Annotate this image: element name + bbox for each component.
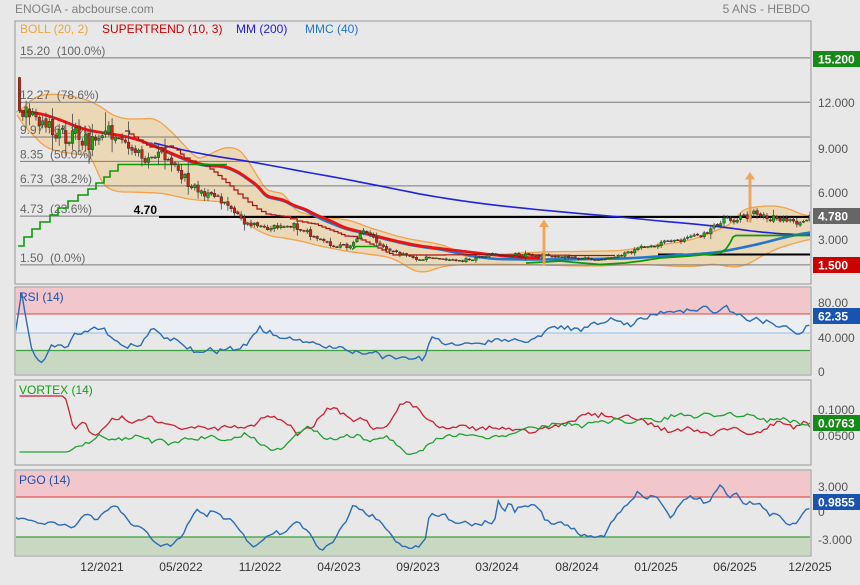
svg-text:RSI (14): RSI (14)	[19, 290, 64, 304]
svg-text:0: 0	[818, 365, 825, 379]
svg-text:12.27 (78.6%): 12.27 (78.6%)	[20, 88, 99, 102]
svg-text:VORTEX (14): VORTEX (14)	[19, 383, 93, 397]
svg-text:3.000: 3.000	[818, 480, 848, 494]
svg-text:6.000: 6.000	[818, 186, 848, 200]
svg-text:9.000: 9.000	[818, 142, 848, 156]
svg-text:4.73 (23.6%): 4.73 (23.6%)	[20, 202, 92, 216]
svg-text:15.200: 15.200	[818, 53, 855, 67]
svg-text:PGO (14): PGO (14)	[19, 473, 70, 487]
svg-text:0.0500: 0.0500	[818, 429, 855, 443]
svg-text:0.9855: 0.9855	[818, 496, 855, 510]
svg-text:15.20 (100.0%): 15.20 (100.0%)	[20, 44, 105, 58]
svg-text:0.1000: 0.1000	[818, 403, 855, 417]
svg-text:09/2023: 09/2023	[396, 560, 440, 574]
svg-text:MM (200): MM (200)	[236, 22, 287, 36]
svg-text:4.780: 4.780	[818, 210, 848, 224]
svg-text:08/2024: 08/2024	[555, 560, 599, 574]
svg-text:ENOGIA - abcbourse.com: ENOGIA - abcbourse.com	[15, 2, 154, 16]
svg-text:1.50 (0.0%): 1.50 (0.0%)	[20, 251, 85, 265]
svg-text:BOLL (20, 2): BOLL (20, 2)	[20, 22, 88, 36]
svg-text:40.000: 40.000	[818, 331, 855, 345]
svg-text:12/2021: 12/2021	[80, 560, 124, 574]
svg-text:01/2025: 01/2025	[634, 560, 678, 574]
svg-text:1.500: 1.500	[818, 259, 848, 273]
svg-text:6.73 (38.2%): 6.73 (38.2%)	[20, 172, 92, 186]
svg-text:4.70: 4.70	[134, 203, 158, 217]
svg-text:12/2025: 12/2025	[788, 560, 832, 574]
svg-text:8.35 (50.0%): 8.35 (50.0%)	[20, 147, 92, 161]
svg-text:06/2025: 06/2025	[713, 560, 757, 574]
svg-text:04/2023: 04/2023	[317, 560, 361, 574]
svg-text:3.000: 3.000	[818, 233, 848, 247]
svg-text:12.000: 12.000	[818, 96, 855, 110]
svg-text:0.0763: 0.0763	[818, 417, 855, 431]
svg-text:80.00: 80.00	[818, 296, 848, 310]
svg-text:5 ANS - HEBDO: 5 ANS - HEBDO	[723, 2, 810, 16]
svg-text:-3.000: -3.000	[818, 533, 852, 547]
svg-text:05/2022: 05/2022	[159, 560, 203, 574]
svg-text:MMC (40): MMC (40)	[305, 22, 358, 36]
svg-text:11/2022: 11/2022	[239, 560, 282, 574]
svg-text:0: 0	[818, 505, 825, 519]
svg-text:62.35: 62.35	[818, 310, 848, 324]
svg-text:SUPERTREND (10, 3): SUPERTREND (10, 3)	[102, 22, 222, 36]
svg-text:03/2024: 03/2024	[475, 560, 519, 574]
